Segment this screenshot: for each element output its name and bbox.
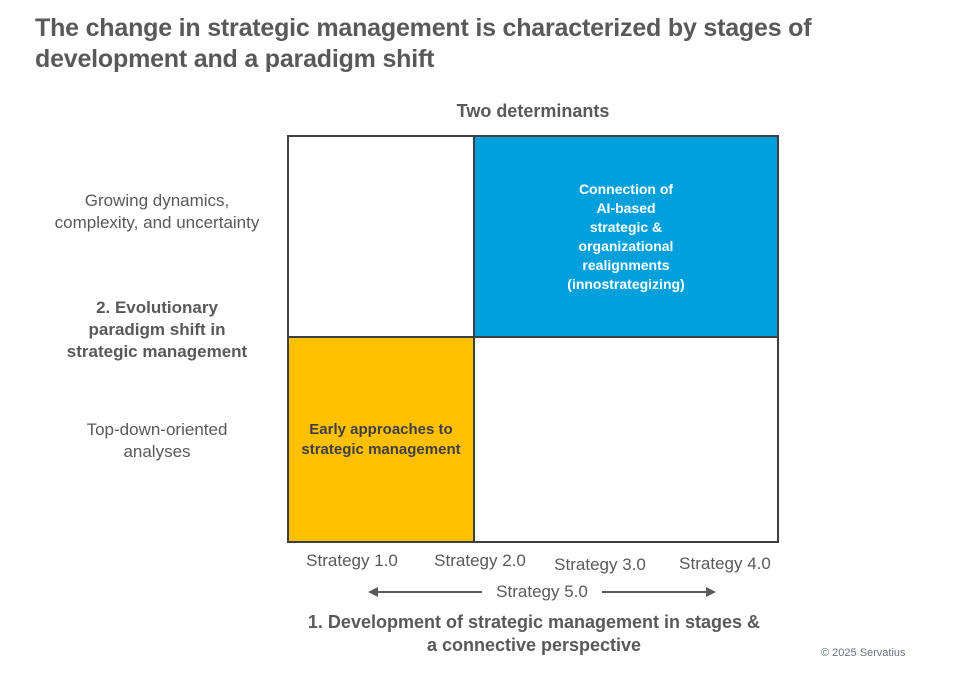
left-arrowhead-icon (368, 587, 378, 597)
strategy-5-span-arrow: Strategy 5.0 (368, 580, 717, 604)
right-arrowhead-icon (706, 587, 717, 597)
strategy-5-label: Strategy 5.0 (496, 582, 588, 601)
matrix-top-label: Two determinants (456, 101, 610, 121)
stage-label-strategy-3: Strategy 3.0 (554, 555, 646, 574)
two-by-two-matrix: Connection of AI-based strategic & organ… (287, 135, 779, 543)
y-axis-title: 2. Evolutionary paradigm shift in strate… (66, 298, 248, 361)
arrow-line-left (378, 591, 483, 593)
x-axis-title: 1. Development of strategic management i… (307, 612, 761, 655)
matrix-cell-early-approaches: Early approaches to strategic management (289, 338, 475, 541)
stage-label-strategy-4: Strategy 4.0 (679, 554, 771, 573)
copyright-notice: © 2025 Servatius (821, 647, 906, 659)
y-axis-top-label: Growing dynamics, complexity, and uncert… (54, 191, 260, 232)
matrix-cell-bottom-right-empty (475, 338, 777, 541)
y-axis-bottom-label: Top-down-oriented analyses (86, 420, 228, 461)
arrow-line-right (601, 591, 707, 593)
matrix-cell-ai-connection: Connection of AI-based strategic & organ… (475, 137, 777, 338)
matrix-cell-top-left-empty (289, 137, 475, 338)
stage-label-strategy-2: Strategy 2.0 (434, 551, 526, 570)
stage-label-strategy-1: Strategy 1.0 (306, 551, 398, 570)
slide-title: The change in strategic management is ch… (35, 14, 812, 73)
